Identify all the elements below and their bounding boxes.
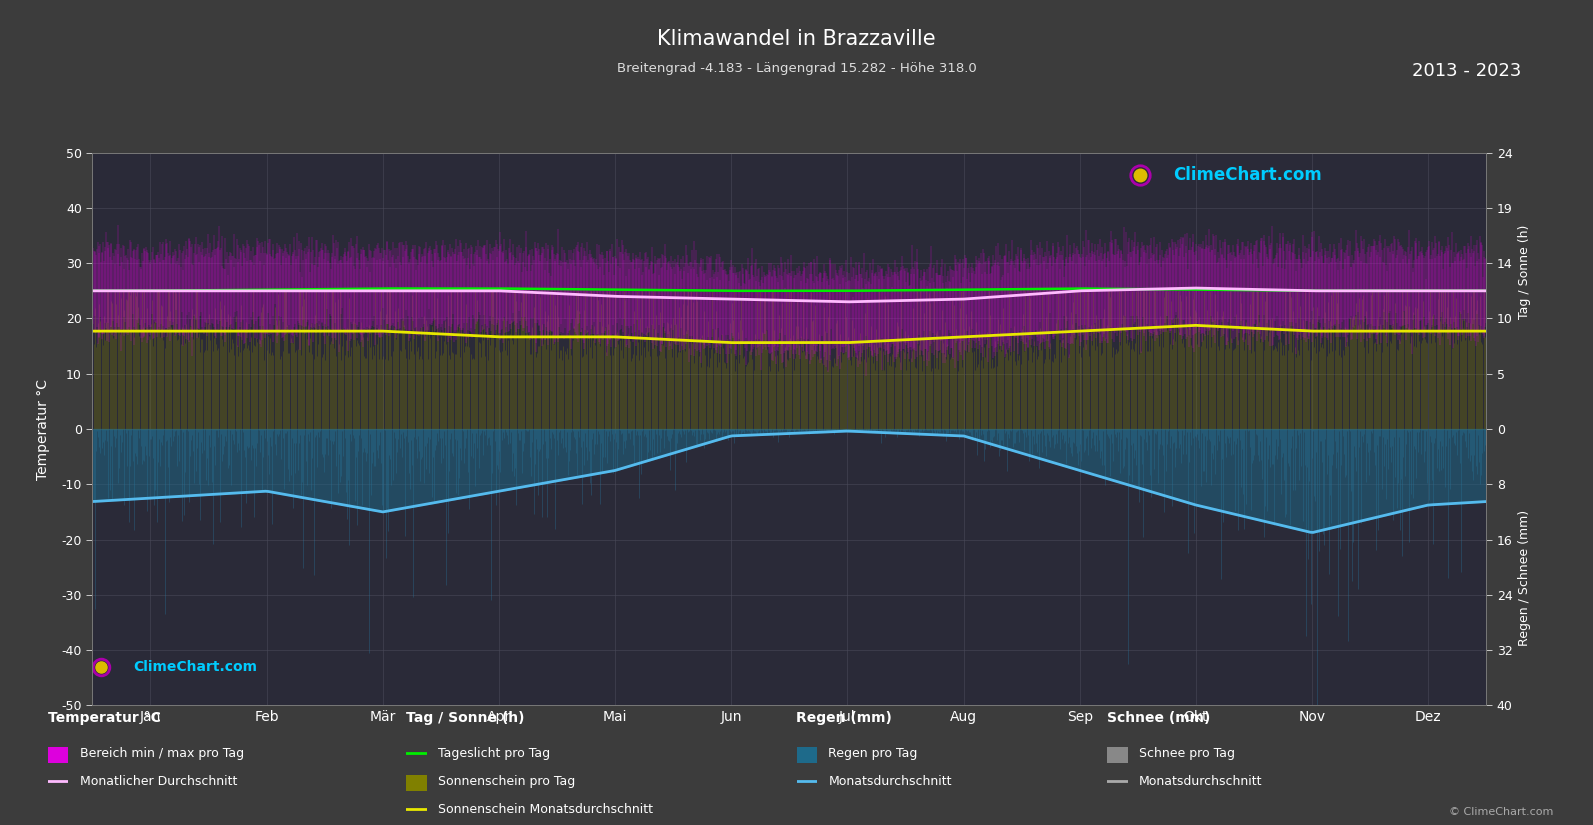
Text: ClimeChart.com: ClimeChart.com <box>1172 166 1322 184</box>
Text: Tageslicht pro Tag: Tageslicht pro Tag <box>438 747 550 760</box>
Text: Monatsdurchschnitt: Monatsdurchschnitt <box>1139 775 1263 788</box>
Text: Breitengrad -4.183 - Längengrad 15.282 - Höhe 318.0: Breitengrad -4.183 - Längengrad 15.282 -… <box>616 62 977 75</box>
Text: © ClimeChart.com: © ClimeChart.com <box>1448 807 1553 817</box>
Text: Monatlicher Durchschnitt: Monatlicher Durchschnitt <box>80 775 237 788</box>
Text: Sonnenschein pro Tag: Sonnenschein pro Tag <box>438 775 575 788</box>
Text: Regen (mm): Regen (mm) <box>796 711 892 725</box>
Y-axis label: Temperatur °C: Temperatur °C <box>37 379 51 479</box>
Text: Tag / Sonne (h): Tag / Sonne (h) <box>1518 225 1531 319</box>
Text: Monatsdurchschnitt: Monatsdurchschnitt <box>828 775 953 788</box>
Text: Regen / Schnee (mm): Regen / Schnee (mm) <box>1518 509 1531 645</box>
Text: Bereich min / max pro Tag: Bereich min / max pro Tag <box>80 747 244 760</box>
Text: Klimawandel in Brazzaville: Klimawandel in Brazzaville <box>658 29 935 49</box>
Text: ClimeChart.com: ClimeChart.com <box>134 660 256 674</box>
Text: Sonnenschein Monatsdurchschnitt: Sonnenschein Monatsdurchschnitt <box>438 803 653 816</box>
Text: Tag / Sonne (h): Tag / Sonne (h) <box>406 711 524 725</box>
Text: Temperatur °C: Temperatur °C <box>48 711 161 725</box>
Text: Schnee pro Tag: Schnee pro Tag <box>1139 747 1235 760</box>
Text: Schnee (mm): Schnee (mm) <box>1107 711 1211 725</box>
Text: 2013 - 2023: 2013 - 2023 <box>1411 62 1521 80</box>
Text: Regen pro Tag: Regen pro Tag <box>828 747 918 760</box>
